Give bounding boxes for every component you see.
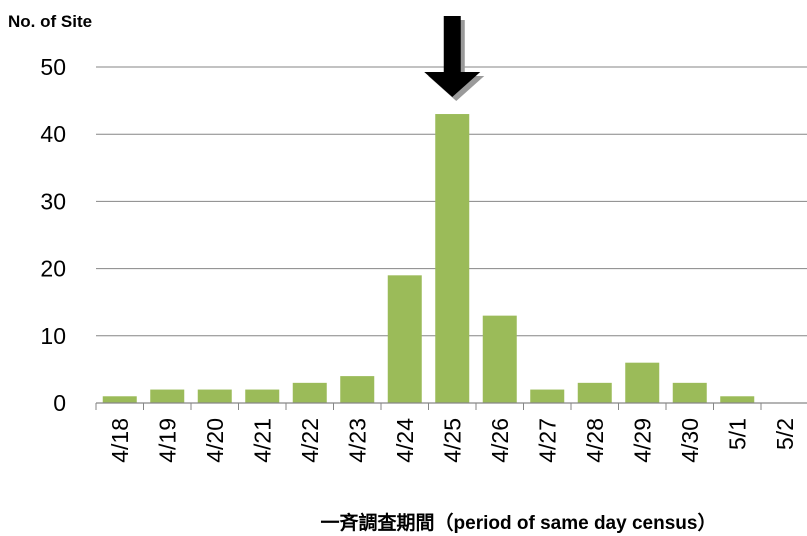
x-tick-label: 4/22: [297, 418, 323, 463]
arrow-icon: [424, 16, 481, 97]
bar: [245, 389, 280, 403]
y-tick-label: 40: [40, 121, 66, 147]
bar: [672, 382, 707, 403]
bar: [435, 114, 470, 403]
x-tick-label: 4/23: [344, 418, 370, 463]
x-tick-label: 5/2: [772, 418, 798, 450]
y-tick-label: 20: [40, 256, 66, 282]
bar: [720, 396, 755, 403]
x-tick-label: 4/30: [677, 418, 703, 463]
bar: [577, 382, 612, 403]
x-axis: [95, 402, 807, 410]
x-tick-label: 4/18: [107, 418, 133, 463]
x-tick-label: 4/29: [629, 418, 655, 463]
y-axis-title: No. of Site: [8, 12, 93, 31]
y-tick-label: 10: [40, 323, 66, 349]
x-axis-title: 一斉調査期間（period of same day census）: [320, 513, 717, 534]
x-tick-label: 4/27: [534, 418, 560, 463]
highlight-arrow: [424, 16, 485, 101]
x-tick-label: 4/25: [439, 418, 465, 463]
x-tick-label: 5/1: [724, 418, 750, 450]
x-tick-label: 4/24: [392, 418, 418, 463]
bar: [340, 376, 375, 403]
y-tick-label: 50: [40, 54, 66, 80]
bar: [102, 396, 137, 403]
bar: [387, 275, 422, 403]
x-tick-label: 4/20: [202, 418, 228, 463]
x-tick-label: 4/19: [154, 418, 180, 463]
y-tick-label: 0: [53, 390, 66, 416]
x-tick-label: 4/28: [582, 418, 608, 463]
y-tick-label: 30: [40, 188, 66, 214]
x-tick-labels: 4/18 4/19 4/20 4/21 4/22 4/23 4/24 4/25 4/26 4/27…: [107, 418, 798, 463]
y-tick-labels: 0 10 20 30 40 50: [40, 54, 66, 416]
bar: [625, 362, 660, 403]
bar: [197, 389, 232, 403]
bar: [530, 389, 565, 403]
x-tick-label: 4/26: [487, 418, 513, 463]
bar: [292, 382, 327, 403]
x-tick-label: 4/21: [249, 418, 275, 463]
bar: [150, 389, 185, 403]
bar: [482, 315, 517, 403]
bars: [102, 114, 755, 403]
